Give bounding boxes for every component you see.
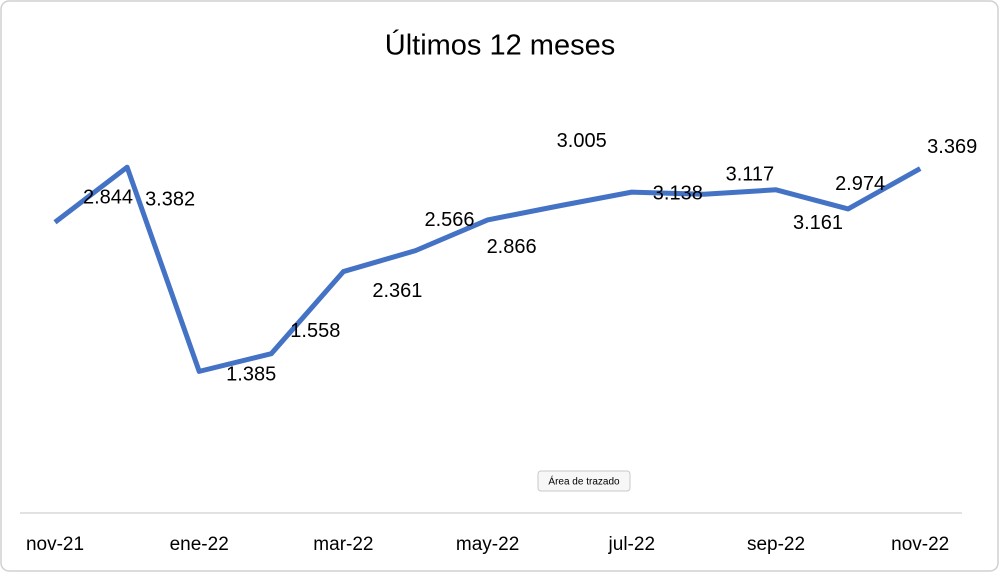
x-tick-label: jul-22 [608,534,655,555]
x-tick-label: mar-22 [313,534,373,555]
x-tick-label: may-22 [456,534,519,555]
data-line [53,164,922,374]
data-label: 3.138 [653,182,703,204]
x-tick-label: ene-22 [170,534,229,555]
data-label: 3.161 [793,212,843,234]
tooltip: Área de trazado [537,470,631,492]
data-label: 2.844 [83,186,133,208]
x-tick-label: nov-22 [891,534,949,555]
data-label: 2.566 [424,209,474,231]
data-label: 3.117 [726,164,775,186]
data-label: 3.382 [145,188,195,210]
tooltip-text: Área de trazado [548,475,620,488]
tooltip-box [537,470,631,492]
data-label: 2.866 [487,236,537,258]
data-label: 2.974 [835,173,885,195]
data-label: 3.005 [557,130,607,152]
data-label: 1.558 [290,320,340,342]
data-label: 3.369 [927,136,977,158]
chart-title: Últimos 12 meses [385,29,615,62]
x-tick-label: nov-21 [26,534,84,555]
data-label: 2.361 [372,280,422,302]
data-label: 1.385 [226,364,276,386]
x-tick-label: sep-22 [747,534,805,555]
